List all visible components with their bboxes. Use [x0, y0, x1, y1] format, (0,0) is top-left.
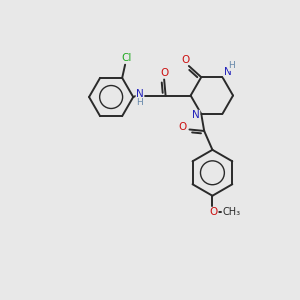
Text: CH₃: CH₃: [222, 207, 240, 217]
Text: Cl: Cl: [122, 53, 132, 63]
Text: N: N: [136, 89, 144, 99]
Text: H: H: [229, 61, 235, 70]
Text: O: O: [179, 122, 187, 132]
Text: O: O: [210, 207, 218, 217]
Text: O: O: [182, 55, 190, 64]
Text: H: H: [136, 98, 143, 107]
Text: O: O: [160, 68, 168, 78]
Text: N: N: [192, 110, 200, 120]
Text: N: N: [224, 67, 232, 77]
